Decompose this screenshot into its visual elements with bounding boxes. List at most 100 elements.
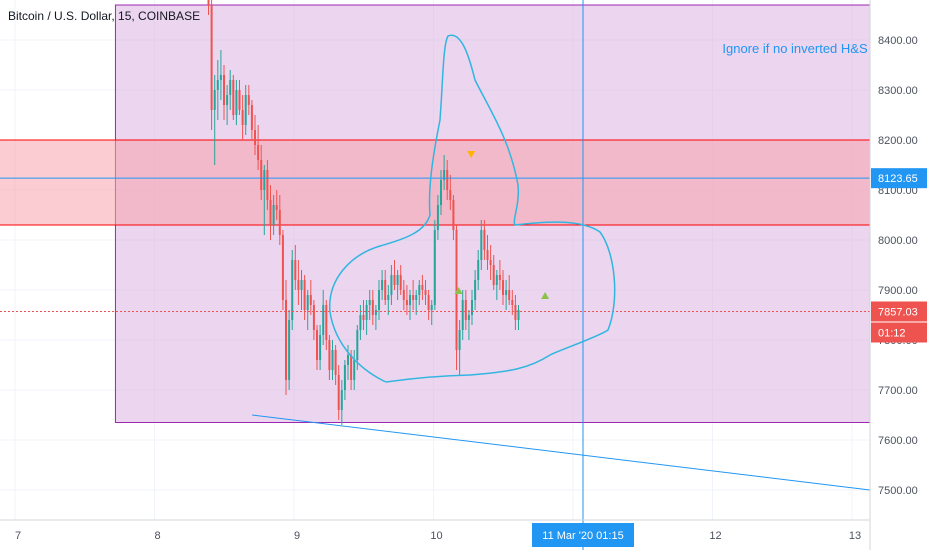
candle-body bbox=[458, 330, 461, 350]
candle-body bbox=[443, 170, 446, 180]
x-tick-label: 7 bbox=[15, 530, 21, 542]
crosshair-time-label: 11 Mar '20 01:15 bbox=[542, 530, 623, 542]
candle-body bbox=[216, 80, 219, 90]
candle-body bbox=[378, 290, 381, 310]
candle-body bbox=[449, 190, 452, 200]
x-tick-label: 9 bbox=[294, 530, 300, 542]
candle-body bbox=[353, 360, 356, 380]
candle-body bbox=[229, 80, 232, 95]
candle-body bbox=[244, 95, 247, 125]
candle-body bbox=[269, 200, 272, 225]
y-tick-label: 8200.00 bbox=[878, 135, 918, 147]
price-tag-label: 01:12 bbox=[878, 328, 906, 340]
candle-body bbox=[331, 350, 334, 370]
time-axis: 7891011121311 Mar '20 01:15 bbox=[0, 519, 870, 547]
candle-body bbox=[446, 170, 449, 190]
candle-body bbox=[474, 280, 477, 300]
candle-body bbox=[356, 330, 359, 360]
candle-body bbox=[365, 305, 368, 320]
candle-body bbox=[238, 90, 241, 110]
candle-body bbox=[263, 170, 266, 190]
candle-body bbox=[350, 355, 353, 380]
x-tick-label: 8 bbox=[154, 530, 160, 542]
candle-body bbox=[471, 300, 474, 315]
triangle-up-marker bbox=[454, 287, 463, 294]
price-tag-label: 8123.65 bbox=[878, 173, 918, 185]
candle-body bbox=[359, 315, 362, 330]
chart-title: Bitcoin / U.S. Dollar, 15, COINBASE bbox=[8, 9, 201, 23]
candle-body bbox=[285, 300, 288, 380]
candle-body bbox=[421, 285, 424, 290]
candle-body bbox=[316, 330, 319, 360]
y-tick-label: 7700.00 bbox=[878, 385, 918, 397]
candle-body bbox=[340, 390, 343, 410]
candle-body bbox=[492, 265, 495, 285]
candle-body bbox=[409, 295, 412, 305]
candle-body bbox=[517, 310, 520, 320]
candle-body bbox=[424, 290, 427, 295]
candle-body bbox=[393, 275, 396, 285]
candle-body bbox=[467, 315, 470, 320]
price-tags: 8123.65 7857.03 01:12 bbox=[871, 168, 927, 343]
candle-body bbox=[371, 300, 374, 315]
candle-body bbox=[223, 75, 226, 105]
candle-body bbox=[260, 160, 263, 190]
x-tick-label: 12 bbox=[709, 530, 721, 542]
candle-body bbox=[508, 290, 511, 300]
candle-body bbox=[405, 300, 408, 305]
zones bbox=[0, 4, 871, 423]
candle-body bbox=[486, 250, 489, 260]
y-tick-label: 7500.00 bbox=[878, 485, 918, 497]
candle-body bbox=[337, 375, 340, 410]
candle-body bbox=[430, 305, 433, 310]
candle-body bbox=[219, 75, 222, 80]
candle-body bbox=[483, 230, 486, 250]
candle-body bbox=[396, 275, 399, 285]
candle-body bbox=[210, 5, 213, 110]
candle-body bbox=[278, 210, 281, 235]
candle-body bbox=[347, 355, 350, 365]
candle-body bbox=[514, 305, 517, 320]
candle-body bbox=[455, 230, 458, 350]
candle-body bbox=[402, 290, 405, 300]
candle-body bbox=[427, 295, 430, 310]
trend-line bbox=[252, 414, 871, 491]
candle-body bbox=[266, 170, 269, 200]
candle-body bbox=[207, 0, 210, 5]
candle-body bbox=[436, 205, 439, 230]
candle-body bbox=[390, 275, 393, 295]
candle-body bbox=[495, 275, 498, 285]
y-tick-label: 7600.00 bbox=[878, 435, 918, 447]
candle-body bbox=[489, 260, 492, 265]
candle-body bbox=[418, 285, 421, 295]
drawn-lines bbox=[0, 0, 871, 550]
triangle-up-marker bbox=[541, 292, 550, 299]
signal-markers bbox=[454, 151, 550, 299]
freehand-stroke-1 bbox=[329, 34, 616, 383]
candle-body bbox=[384, 280, 387, 300]
candle-body bbox=[502, 280, 505, 295]
candle-body bbox=[312, 305, 315, 330]
price-tag-label: 7857.03 bbox=[878, 306, 918, 318]
candle-body bbox=[334, 350, 337, 375]
y-tick-label: 8400.00 bbox=[878, 35, 918, 47]
candle-body bbox=[399, 275, 402, 290]
candle-body bbox=[254, 130, 257, 145]
candle-body bbox=[415, 295, 418, 300]
candle-body bbox=[381, 280, 384, 290]
triangle-down-marker bbox=[467, 151, 476, 158]
candle-body bbox=[257, 145, 260, 160]
candle-body bbox=[213, 90, 216, 110]
candle-body bbox=[288, 320, 291, 380]
candle-body bbox=[275, 205, 278, 210]
annotation-note: Ignore if no inverted H&S bbox=[722, 41, 868, 56]
x-tick-label: 13 bbox=[849, 530, 861, 542]
candle-body bbox=[387, 295, 390, 300]
candle-body bbox=[343, 365, 346, 390]
candle-body bbox=[440, 180, 443, 205]
candle-body bbox=[306, 295, 309, 310]
price-tag bbox=[871, 301, 927, 322]
y-tick-label: 8300.00 bbox=[878, 85, 918, 97]
